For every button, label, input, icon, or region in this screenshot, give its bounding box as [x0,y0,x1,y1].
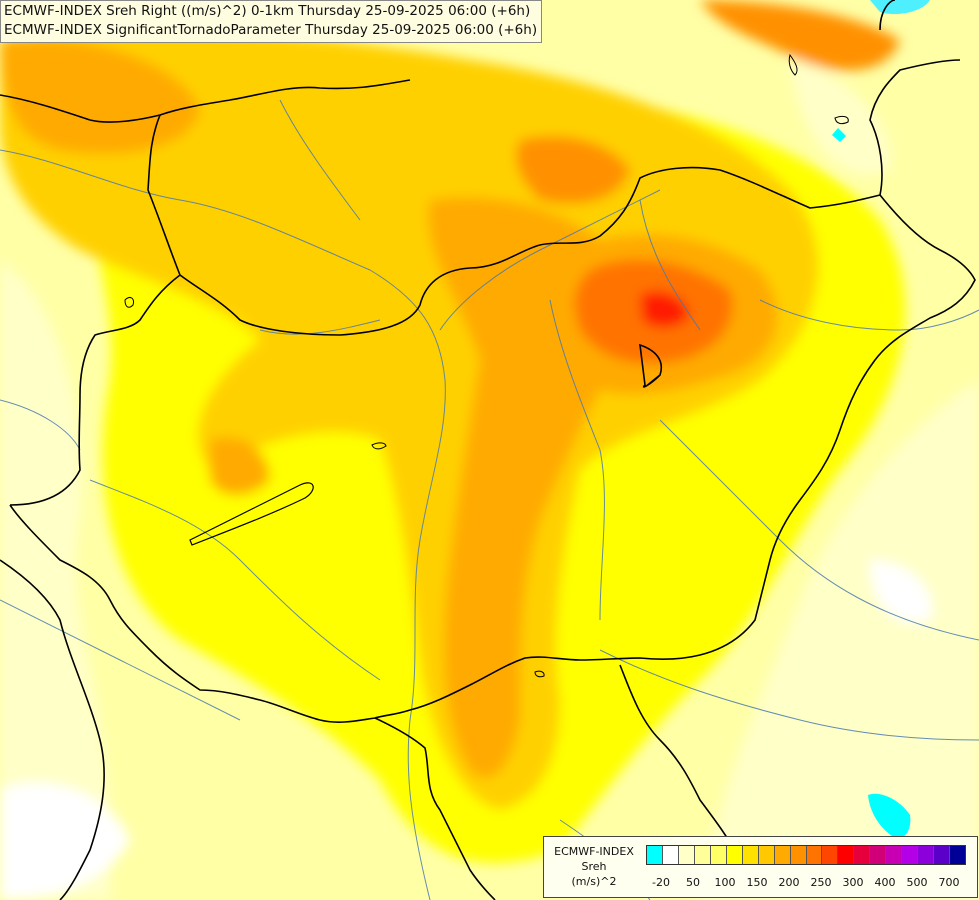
legend-color-bar [646,845,966,865]
field-area-light-east [700,380,979,900]
legend-tick-label: 50 [686,876,700,889]
legend-swatch [774,846,791,864]
legend-swatch [758,846,775,864]
title-line-stp: ECMWF-INDEX SignificantTornadoParameter … [4,22,538,38]
legend-swatch [790,846,807,864]
field-area-red-core [640,291,690,328]
legend-swatch [822,846,839,864]
field-area-cyan-east [868,793,911,839]
legend-swatch [647,846,663,864]
legend-tick-label: 400 [874,876,896,889]
field-area-light-west [0,260,112,900]
legend-swatch [934,846,951,864]
legend-title-unit: (m/s)^2 [571,875,617,888]
legend-swatch [854,846,871,864]
field-area-gold [0,29,819,811]
field-area-white-east [870,560,932,623]
field-area-cyan-top [870,0,930,15]
rivers [0,99,979,900]
legend-swatch [902,846,919,864]
legend-swatch [662,846,679,864]
field-area-white-sw [0,782,130,900]
legend-swatch [694,846,711,864]
field-area-amber-nw [516,136,630,204]
field-area-amber-wpoint [210,437,270,495]
legend-tick-label: 150 [746,876,768,889]
legend-swatch [726,846,743,864]
field-area-white-ne [790,60,892,176]
legend-swatch [806,846,823,864]
legend-tick-label: 700 [938,876,960,889]
legend-tick-label: 300 [842,876,864,889]
legend-swatch [870,846,887,864]
legend-swatch [742,846,759,864]
legend-title-variable: Sreh [581,860,607,873]
legend-swatch [950,846,966,864]
legend-swatch [678,846,695,864]
legend-tick-label: -20 [652,876,670,889]
map-title-block: ECMWF-INDEX Sreh Right ((m/s)^2) 0-1km T… [0,0,543,43]
legend-tick-label: 500 [906,876,928,889]
legend-tick-label: 100 [714,876,736,889]
legend-title-model: ECMWF-INDEX [554,845,634,858]
field-area-cyan-ne [832,128,846,142]
legend-swatch [918,846,935,864]
field-area-orange-north [700,0,900,71]
legend-tick-label: 200 [778,876,800,889]
legend-swatch [886,846,903,864]
legend-tick-label: 250 [810,876,832,889]
field-area-amber-north [0,38,200,154]
title-line-sreh: ECMWF-INDEX Sreh Right ((m/s)^2) 0-1km T… [4,3,531,19]
legend-swatch [838,846,855,864]
border-islands [124,53,849,678]
legend-swatch [710,846,727,864]
legend: ECMWF-INDEX Sreh (m/s)^2 -20 50 100 150 200 2… [543,836,978,898]
legend-title: ECMWF-INDEX Sreh (m/s)^2 [544,844,644,889]
